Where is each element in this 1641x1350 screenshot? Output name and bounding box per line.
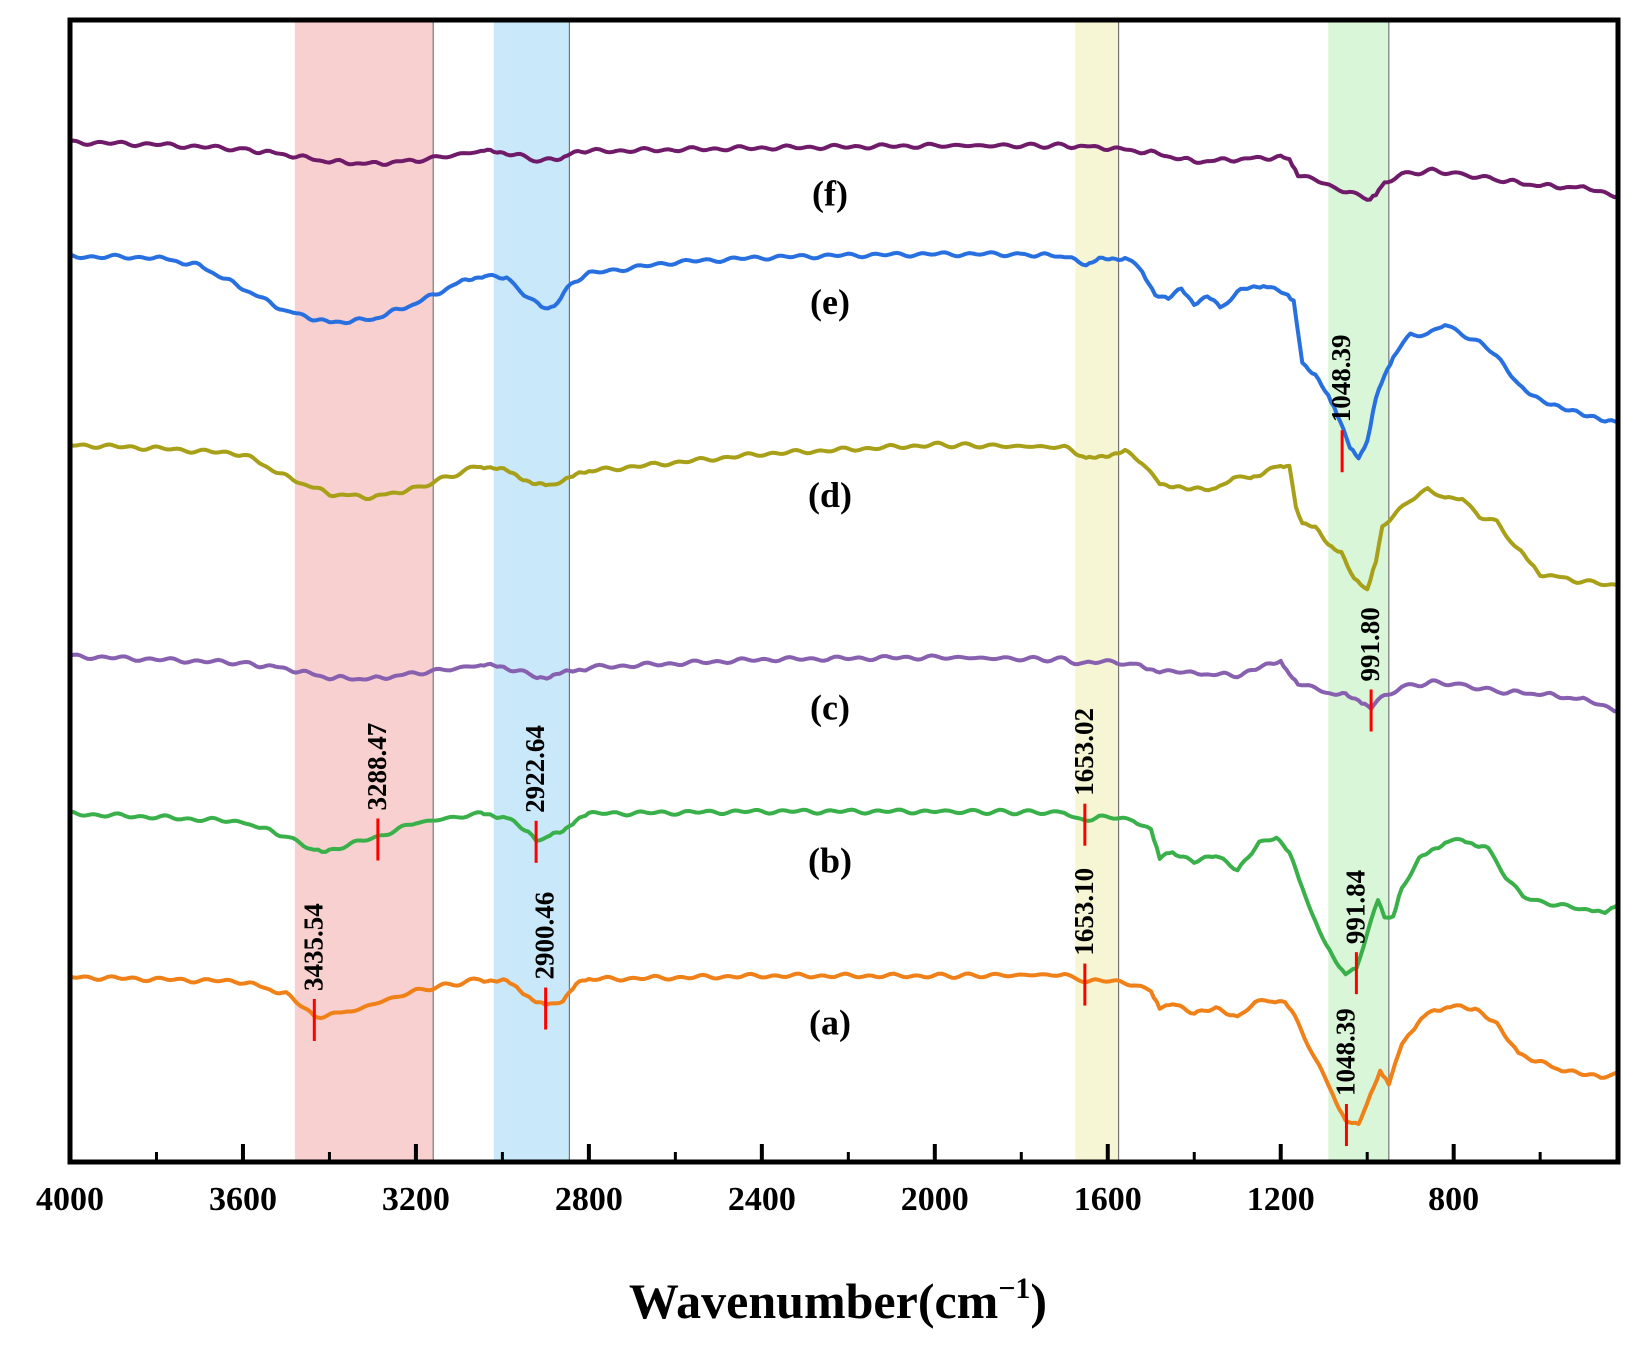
tick-label: 1200	[1247, 1181, 1315, 1218]
band-coc	[1328, 20, 1389, 1162]
tick-label: 2800	[555, 1181, 623, 1218]
band-co	[1075, 20, 1119, 1162]
curve-label-f: (f)	[812, 174, 848, 214]
peak-label: 1653.02	[1069, 708, 1099, 796]
peak-label: 991.84	[1340, 870, 1370, 944]
curve-label-a: (a)	[809, 1003, 851, 1043]
peak-label: 3435.54	[298, 903, 328, 991]
curve-label-d: (d)	[808, 475, 852, 515]
peak-label: 3288.47	[362, 723, 392, 811]
band-oh	[294, 20, 434, 1162]
series-line-c	[69, 652, 1619, 714]
series-line-a	[69, 971, 1619, 1126]
tick-label: 1600	[1074, 1181, 1142, 1218]
peak-annotations: 3435.54 3288.47 2922.64 2900.46 1653.02 1653.…	[298, 335, 1385, 1147]
x-axis-ticks	[68, 1144, 1542, 1162]
peak-label: 2922.64	[520, 725, 550, 813]
peak-label: 1048.39	[1330, 1008, 1360, 1096]
plot-frame	[67, 17, 1621, 1165]
tick-label: 3600	[209, 1181, 277, 1218]
x-axis-title: Wavenumber(cm−1)	[629, 1272, 1047, 1329]
series-line-b	[69, 807, 1620, 977]
peak-label: 2900.46	[530, 892, 560, 980]
x-axis-title-sup: −1	[998, 1272, 1030, 1305]
spectra-curves	[69, 138, 1620, 1126]
curve-label-c: (c)	[810, 688, 850, 728]
band-border-lines	[432, 20, 1390, 1162]
curve-label-b: (b)	[808, 841, 852, 881]
tick-label: 4000	[36, 1181, 104, 1218]
x-axis-title-close: )	[1030, 1273, 1047, 1329]
curve-labels: (a) (b) (c) (d) (e) (f)	[808, 174, 852, 1043]
series-line-f	[69, 138, 1619, 202]
tick-label: 2000	[901, 1181, 969, 1218]
peak-label: 1653.10	[1069, 868, 1099, 956]
tick-label: 3200	[382, 1181, 450, 1218]
series-line-e	[69, 250, 1619, 461]
highlight-bands	[294, 20, 1389, 1162]
tick-label: 2400	[728, 1181, 796, 1218]
tick-label: 800	[1428, 1181, 1479, 1218]
x-axis-title-text: Wavenumber(cm	[629, 1273, 998, 1329]
band-ch	[493, 20, 570, 1162]
peak-label: 991.80	[1355, 607, 1385, 681]
peak-label: 1048.39	[1326, 335, 1356, 423]
curve-label-e: (e)	[810, 282, 850, 322]
series-line-d	[69, 440, 1619, 592]
x-axis-tick-labels: 4000 3600 3200 2800 2400 2000 1600 1200 800	[36, 1181, 1479, 1218]
